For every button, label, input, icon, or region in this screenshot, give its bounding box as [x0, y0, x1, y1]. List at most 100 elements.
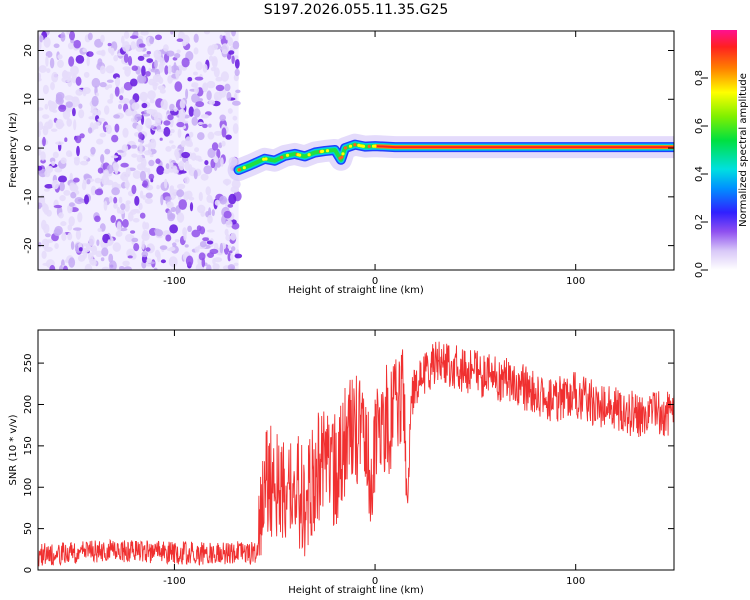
noise-speck — [204, 160, 209, 166]
noise-speck — [107, 99, 113, 104]
noise-speck — [138, 43, 146, 48]
noise-speck — [46, 209, 52, 217]
noise-speck — [136, 163, 146, 171]
carrier-peak-dot — [343, 146, 347, 150]
noise-speck — [158, 76, 164, 85]
noise-speck — [146, 58, 154, 63]
noise-speck — [132, 218, 140, 223]
carrier-peak-dot — [338, 156, 342, 160]
noise-speck — [68, 257, 76, 268]
noise-speck — [177, 128, 182, 138]
noise-speck — [108, 260, 117, 270]
y-tick-label: -20 — [23, 237, 34, 253]
noise-speck — [216, 148, 221, 159]
noise-speck — [139, 142, 143, 154]
noise-speck — [114, 86, 120, 97]
noise-speck — [57, 54, 63, 60]
noise-speck — [55, 97, 64, 105]
noise-speck — [133, 243, 140, 252]
noise-speck — [85, 243, 91, 250]
noise-speck — [92, 124, 97, 130]
noise-speck — [207, 214, 213, 224]
noise-speck — [177, 183, 186, 190]
noise-speck — [38, 72, 42, 80]
noise-speck — [61, 76, 71, 83]
noise-speck — [78, 109, 85, 119]
noise-speck — [104, 148, 111, 155]
noise-speck — [225, 134, 232, 140]
noise-speck — [119, 266, 125, 270]
noise-speck — [148, 142, 152, 152]
noise-speck — [142, 221, 147, 230]
noise-speck — [160, 60, 166, 66]
noise-speck — [58, 175, 67, 183]
noise-speck — [197, 204, 206, 214]
noise-speck — [70, 65, 79, 76]
noise-speck — [214, 130, 223, 136]
noise-speck — [198, 98, 203, 102]
noise-speck — [69, 152, 73, 157]
noise-speck — [201, 257, 206, 268]
noise-speck — [174, 239, 180, 243]
noise-speck — [202, 123, 208, 129]
noise-speck — [227, 264, 236, 270]
noise-speck — [160, 259, 166, 264]
y-tick-label: -10 — [23, 189, 34, 205]
noise-speck — [55, 122, 65, 128]
noise-speck — [141, 232, 150, 241]
noise-speck — [197, 121, 204, 125]
y-tick-label: 200 — [23, 395, 34, 414]
noise-speck — [141, 251, 149, 258]
noise-speck — [131, 144, 138, 149]
noise-speck — [71, 96, 79, 102]
colorbar-tick-label: 0.4 — [694, 166, 705, 182]
noise-speck — [181, 34, 190, 45]
noise-speck — [221, 43, 230, 55]
noise-speck — [155, 158, 161, 164]
noise-speck — [96, 138, 104, 145]
noise-speck — [166, 248, 175, 252]
carrier-peak-dot — [320, 149, 325, 153]
noise-speck — [107, 239, 111, 247]
noise-speck — [97, 117, 106, 122]
noise-speck — [120, 203, 126, 211]
noise-speck — [148, 159, 155, 167]
noise-speck — [178, 160, 185, 171]
noise-speck — [104, 124, 112, 128]
noise-speck — [125, 167, 131, 178]
noise-speck — [73, 227, 82, 231]
noise-speck — [181, 151, 191, 159]
carrier-peak-dot — [341, 152, 345, 156]
noise-speck — [78, 247, 83, 252]
noise-speck — [51, 161, 56, 166]
noise-speck — [69, 31, 75, 41]
noise-speck — [164, 65, 169, 75]
noise-speck — [218, 142, 223, 149]
noise-speck — [227, 204, 234, 208]
noise-speck — [51, 128, 58, 132]
noise-speck — [42, 84, 49, 95]
carrier-peak-dot — [285, 153, 290, 157]
noise-speck — [65, 101, 73, 108]
noise-speck — [63, 265, 68, 270]
noise-speck — [86, 56, 90, 67]
snr-xlabel: Height of straight line (km) — [288, 585, 424, 596]
noise-speck — [38, 148, 42, 156]
noise-speck — [206, 194, 213, 203]
noise-speck — [81, 181, 87, 191]
carrier-peak-dot — [325, 149, 330, 153]
noise-speck — [41, 219, 47, 230]
noise-speck — [95, 125, 99, 129]
noise-speck — [60, 221, 67, 227]
noise-speck — [177, 170, 187, 174]
noise-speck — [185, 190, 193, 199]
noise-speck — [176, 38, 184, 42]
noise-speck — [145, 118, 152, 129]
noise-speck — [137, 125, 142, 133]
noise-speck — [150, 138, 157, 150]
noise-speck — [191, 93, 200, 103]
noise-speck — [110, 155, 119, 159]
noise-speck — [169, 140, 174, 144]
noise-speck — [193, 47, 199, 55]
